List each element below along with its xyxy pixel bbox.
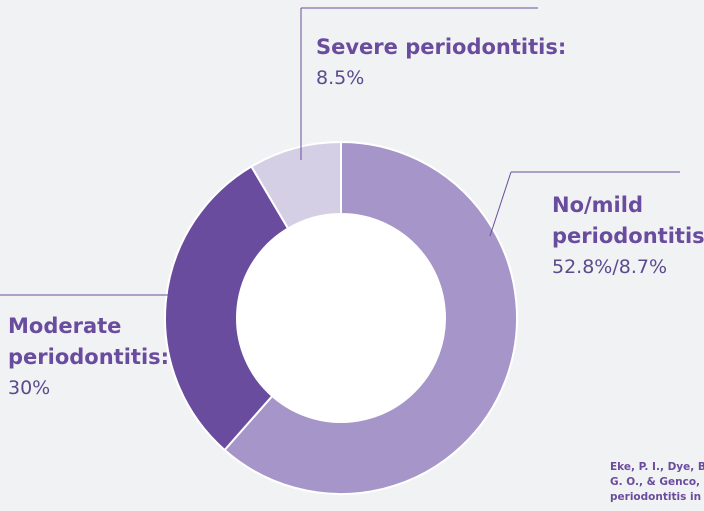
slice-name: Severe periodontitis: bbox=[316, 35, 567, 59]
slice-name: Moderate periodontitis: bbox=[8, 314, 170, 369]
slice-value: 30% bbox=[8, 377, 51, 399]
slice-label: Severe periodontitis: 8.5% bbox=[316, 32, 616, 93]
leader-line bbox=[489, 171, 512, 237]
source: Eke, P. I., Dye, B G. O., & Genco, R per… bbox=[610, 460, 704, 505]
slice-value: 8.5% bbox=[316, 67, 365, 89]
source-line: periodontitis in bbox=[610, 491, 702, 503]
donut-hole bbox=[237, 214, 445, 422]
slice-label: No/mild periodontitis: 52.8%/8.7% bbox=[552, 190, 704, 282]
source-line: G. O., & Genco, R bbox=[610, 476, 704, 488]
slice-label: Moderate periodontitis: 30% bbox=[8, 311, 173, 403]
slice-name: No/mild periodontitis: bbox=[552, 193, 704, 248]
donut bbox=[164, 140, 518, 495]
slice-value: 52.8%/8.7% bbox=[552, 256, 668, 278]
source-line: Eke, P. I., Dye, B bbox=[610, 461, 704, 473]
